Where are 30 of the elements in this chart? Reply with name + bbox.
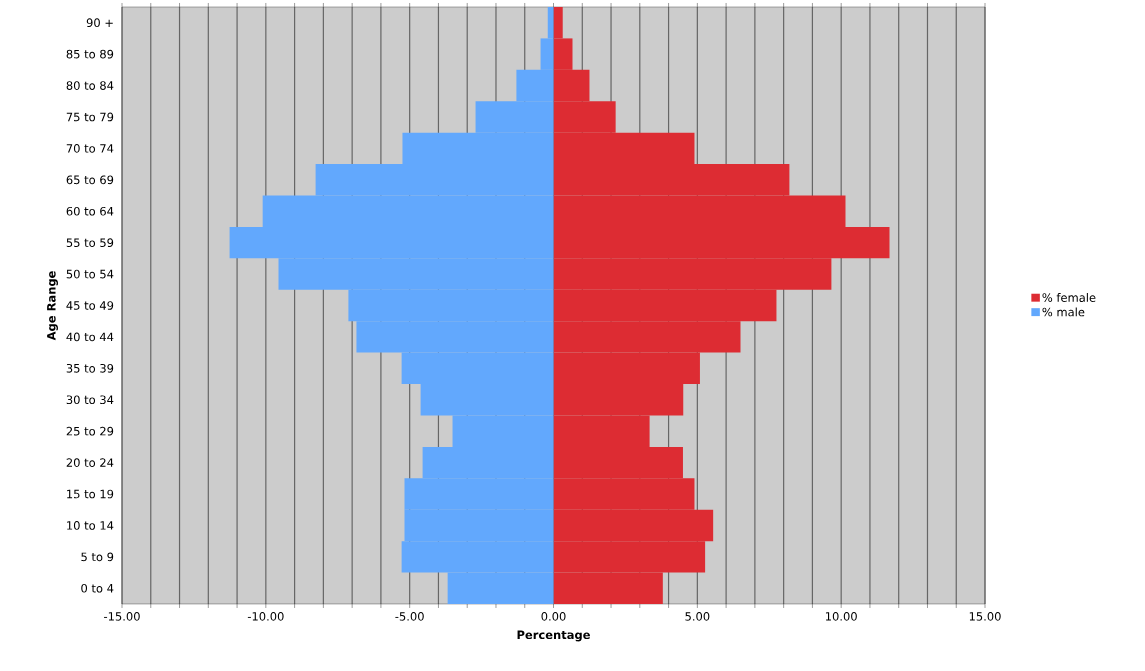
x-tick-label: 15.00 (969, 612, 1001, 621)
y-tick-label: 25 to 29 (66, 426, 114, 436)
legend-label: % female (1042, 293, 1096, 302)
x-tick-label: 0.00 (541, 612, 566, 621)
y-tick-label: 35 to 39 (66, 363, 114, 373)
y-tick-label: 90 + (86, 18, 113, 28)
y-tick-label: 5 to 9 (81, 552, 114, 562)
y-tick-label: 70 to 74 (66, 144, 114, 153)
x-tick-label: -5.00 (395, 612, 424, 621)
x-tick-label: -15.00 (104, 612, 140, 621)
y-tick-label: 0 to 4 (81, 583, 114, 593)
x-tick-label: 10.00 (825, 612, 857, 621)
y-tick-label: 10 to 14 (67, 521, 114, 530)
y-tick-label: 60 to 64 (66, 206, 114, 216)
x-tick-label: -10.00 (247, 612, 284, 621)
y-axis-title: Age Range (47, 271, 58, 341)
y-tick-label: 55 to 59 (66, 238, 114, 247)
y-tick-label: 20 to 24 (66, 458, 114, 467)
y-tick-label: 50 to 54 (66, 269, 114, 279)
x-tick-label: 5.00 (685, 612, 710, 621)
y-tick-label: 75 to 79 (66, 112, 114, 122)
y-tick-label: 85 to 89 (66, 49, 114, 59)
y-tick-label: 80 to 84 (66, 81, 114, 90)
y-tick-label: 40 to 44 (66, 332, 114, 342)
legend-label: % male (1042, 307, 1085, 317)
x-axis-title: Percentage (517, 630, 590, 642)
y-tick-label: 15 to 19 (67, 489, 114, 499)
y-tick-label: 65 to 69 (66, 175, 114, 185)
y-tick-label: 30 to 34 (66, 395, 114, 405)
y-tick-label: 45 to 49 (66, 301, 114, 310)
